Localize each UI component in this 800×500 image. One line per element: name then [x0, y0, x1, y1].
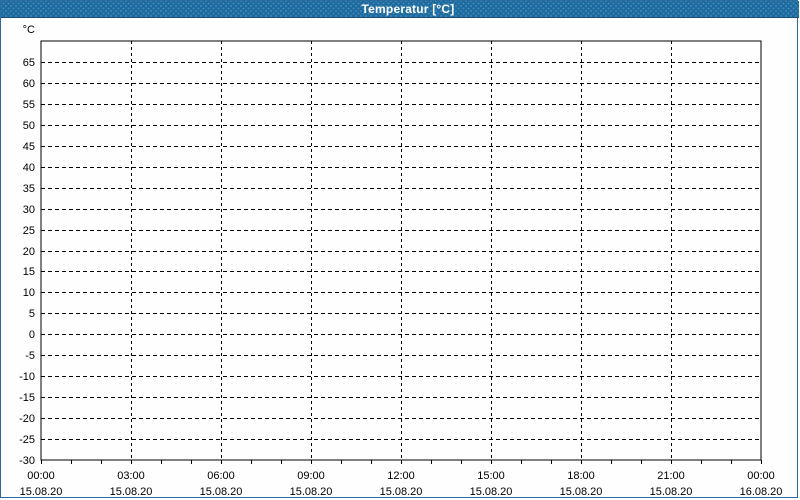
svg-text:15.08.20: 15.08.20 [650, 486, 693, 498]
svg-text:15: 15 [23, 266, 35, 278]
svg-text:°C: °C [23, 24, 35, 36]
svg-text:-10: -10 [19, 371, 35, 383]
svg-text:18:00: 18:00 [567, 470, 595, 482]
svg-text:60: 60 [23, 78, 35, 90]
svg-text:55: 55 [23, 99, 35, 111]
svg-text:15.08.20: 15.08.20 [110, 486, 153, 498]
svg-text:03:00: 03:00 [117, 470, 145, 482]
svg-text:5: 5 [29, 308, 35, 320]
svg-text:15.08.20: 15.08.20 [470, 486, 513, 498]
svg-text:15.08.20: 15.08.20 [560, 486, 603, 498]
svg-text:65: 65 [23, 57, 35, 69]
svg-text:15:00: 15:00 [477, 470, 505, 482]
svg-text:-25: -25 [19, 434, 35, 446]
svg-text:15.08.20: 15.08.20 [200, 486, 243, 498]
svg-text:0: 0 [29, 329, 35, 341]
svg-text:12:00: 12:00 [387, 470, 415, 482]
svg-text:15.08.20: 15.08.20 [290, 486, 333, 498]
svg-text:50: 50 [23, 120, 35, 132]
svg-text:45: 45 [23, 141, 35, 153]
svg-text:15.08.20: 15.08.20 [380, 486, 423, 498]
svg-text:25: 25 [23, 225, 35, 237]
svg-text:10: 10 [23, 287, 35, 299]
svg-text:00:00: 00:00 [27, 470, 55, 482]
svg-text:00:00: 00:00 [747, 470, 775, 482]
svg-text:-15: -15 [19, 392, 35, 404]
svg-text:35: 35 [23, 183, 35, 195]
svg-text:09:00: 09:00 [297, 470, 325, 482]
svg-text:06:00: 06:00 [207, 470, 235, 482]
svg-text:30: 30 [23, 204, 35, 216]
svg-text:-5: -5 [25, 350, 35, 362]
svg-text:20: 20 [23, 246, 35, 258]
svg-text:-20: -20 [19, 413, 35, 425]
svg-text:21:00: 21:00 [657, 470, 685, 482]
svg-text:15.08.20: 15.08.20 [20, 486, 63, 498]
svg-text:16.08.20: 16.08.20 [740, 486, 783, 498]
svg-text:40: 40 [23, 162, 35, 174]
svg-text:-30: -30 [19, 455, 35, 467]
